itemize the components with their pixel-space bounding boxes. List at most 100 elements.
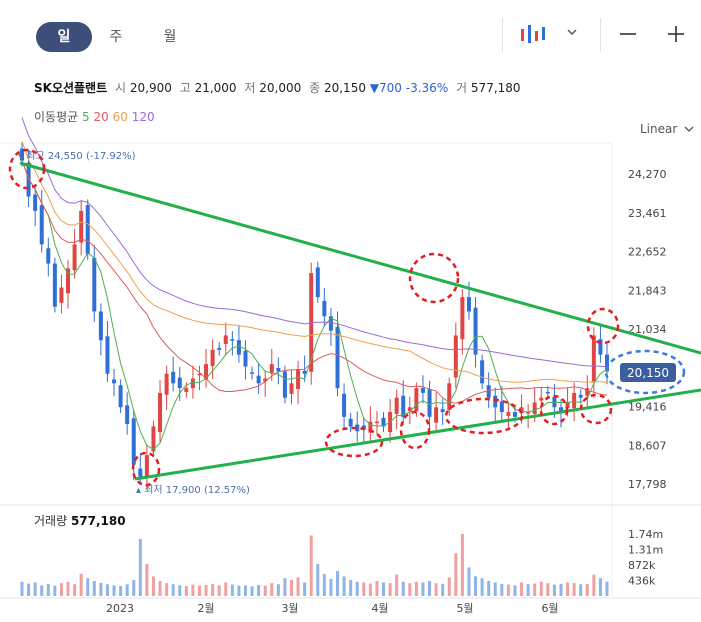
tab-weekly[interactable]: 주 (109, 29, 123, 45)
candle-body (263, 378, 268, 382)
candle-body (125, 405, 130, 425)
volume-bar (184, 586, 188, 596)
volume-bar (92, 581, 96, 596)
volume-bar (125, 584, 129, 596)
open-value: 20,900 (129, 81, 172, 95)
volume-bar (296, 577, 300, 596)
volume-bar (59, 583, 63, 596)
volume-bar (428, 581, 432, 596)
volume-bar (263, 585, 267, 596)
candle-body (210, 349, 215, 367)
moving-average-60-line (21, 141, 608, 383)
volume-bar (132, 579, 136, 596)
candle-body (453, 335, 458, 378)
volume-bar (520, 582, 524, 596)
candle-body (598, 339, 603, 355)
candle-body (480, 360, 485, 384)
candle-body (151, 426, 156, 452)
volume-bar (230, 584, 234, 596)
volume-bar (474, 576, 478, 596)
candle-body (204, 364, 209, 380)
scale-mode-select[interactable]: Linear (640, 122, 694, 136)
candle-body (197, 373, 202, 376)
divider (600, 18, 601, 52)
candle-body (112, 379, 117, 384)
stock-summary: SK오션플랜트 시 20,900 고 21,000 저 20,000 종 20,… (34, 79, 521, 96)
candle-body (282, 371, 287, 398)
volume-bar (368, 583, 372, 596)
y-tick-label: 23,461 (628, 207, 667, 220)
volume-bar (342, 576, 346, 596)
candle-body (335, 326, 340, 389)
volume-bar (151, 576, 155, 596)
candle-body (72, 244, 77, 271)
volume-bar (158, 581, 162, 596)
candle-body (348, 418, 353, 427)
lower-trendline (134, 388, 701, 481)
tab-monthly[interactable]: 월 (163, 29, 177, 45)
chevron-down-icon[interactable] (566, 26, 578, 38)
candle-body (236, 340, 241, 355)
volume-bar (598, 578, 602, 596)
volume-panel-label: 거래량 (34, 514, 68, 528)
low-label: 저 (244, 81, 256, 95)
candle-body (493, 395, 498, 408)
volume-bar (46, 583, 50, 596)
x-tick-label: 6월 (541, 602, 558, 615)
scale-mode-label: Linear (640, 122, 678, 136)
volume-bar (322, 573, 326, 596)
candle-body (486, 385, 491, 398)
candlestick-chart-icon[interactable] (518, 22, 548, 48)
volume-bar (467, 567, 471, 596)
volume-bar (27, 583, 31, 596)
y-tick-label: 24,270 (628, 168, 667, 181)
y-tick-label: 21,034 (628, 323, 667, 336)
x-tick-label: 2월 (197, 602, 214, 615)
volume-bar (375, 581, 379, 596)
highlight-ellipse (324, 426, 384, 458)
candle-body (138, 468, 143, 477)
volume-bar (526, 584, 530, 596)
candle-body (322, 300, 327, 317)
candle-body (250, 372, 255, 374)
candle-body (243, 350, 248, 367)
volume-bar (552, 584, 556, 596)
volume-title: 거래량 577,180 (34, 512, 126, 529)
highlight-ellipse (399, 410, 431, 450)
minus-icon[interactable] (618, 24, 638, 44)
candle-body (545, 391, 550, 394)
candle-body (171, 371, 176, 384)
y-tick-label: 19,416 (628, 401, 667, 414)
candle-body (552, 396, 557, 408)
volume-bar (237, 585, 241, 596)
candle-body (355, 424, 360, 432)
volume-bar (493, 582, 497, 596)
high-annotation: ▾ 최고 24,550 (-17.92%) (18, 150, 136, 162)
candle-body (427, 389, 432, 417)
candle-body (52, 263, 57, 307)
volume-bar (204, 584, 208, 596)
volume-bar (513, 585, 517, 596)
volume-bar (382, 582, 386, 596)
plus-icon[interactable] (666, 24, 686, 44)
volume-bar (20, 581, 24, 596)
volume-bar (336, 571, 340, 596)
volume-tick-label: 1.74m (628, 528, 663, 541)
candle-body (381, 417, 386, 427)
volume-bar (566, 582, 570, 596)
tab-daily[interactable]: 일 (36, 22, 92, 52)
candle-body (499, 401, 504, 413)
volume-bar (533, 583, 537, 596)
candle-body (177, 377, 182, 389)
candle-body (46, 248, 51, 264)
candle-body (519, 407, 524, 414)
volume-bar (454, 553, 458, 596)
candle-body (565, 402, 570, 409)
x-tick-label: 3월 (281, 602, 298, 615)
volume-bar (171, 584, 175, 596)
candle-body (506, 412, 511, 416)
candle-body (368, 421, 373, 433)
candle-body (230, 339, 235, 341)
volume-bar (105, 584, 109, 596)
